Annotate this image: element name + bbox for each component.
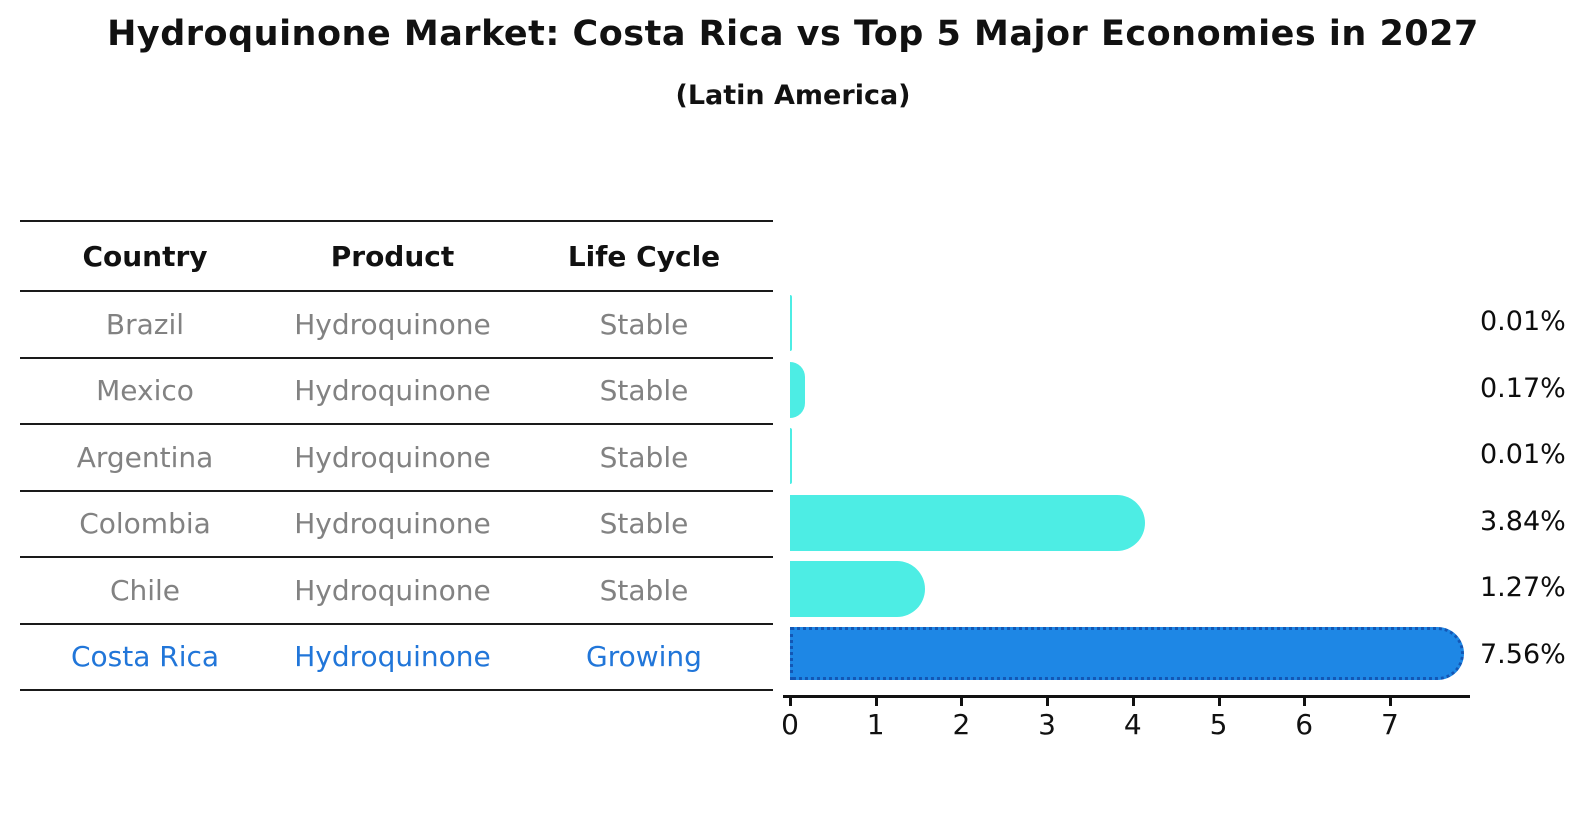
bar-argentina — [790, 428, 792, 484]
cell-product: Hydroquinone — [294, 640, 491, 674]
cell-country: Brazil — [105, 307, 185, 341]
table-row: Colombia Hydroquinone Stable — [20, 492, 773, 558]
cell-life-cycle: Stable — [599, 440, 689, 474]
bar-mexico — [790, 361, 805, 418]
cell-life-cycle: Growing — [586, 640, 702, 674]
x-axis-tick-label: 7 — [1380, 708, 1399, 741]
table-row: Argentina Hydroquinone Stable — [20, 425, 773, 492]
header-country: Country — [82, 239, 208, 273]
cell-country: Argentina — [76, 440, 214, 474]
x-axis-tick-label: 4 — [1123, 708, 1142, 741]
table-row: Mexico Hydroquinone Stable — [20, 359, 773, 425]
x-axis-tick — [1217, 697, 1221, 706]
cell-product: Hydroquinone — [294, 307, 491, 341]
cell-country: Mexico — [96, 374, 194, 408]
cell-country: Colombia — [79, 507, 211, 541]
x-axis-line — [783, 695, 1470, 698]
chart-subtitle: (Latin America) — [675, 80, 911, 111]
cell-country: Chile — [109, 573, 181, 607]
x-axis-tick-label: 5 — [1209, 708, 1228, 741]
cell-life-cycle: Stable — [599, 374, 689, 408]
cell-product: Hydroquinone — [294, 440, 491, 474]
cell-life-cycle: Stable — [599, 507, 689, 541]
table-row: Chile Hydroquinone Stable — [20, 558, 773, 625]
value-label: 0.01% — [1480, 439, 1566, 471]
x-axis-tick-label: 6 — [1295, 708, 1314, 741]
cell-life-cycle: Stable — [599, 307, 689, 341]
x-axis-tick — [789, 697, 792, 706]
table-header-row: Country Product Life Cycle — [20, 222, 773, 292]
x-axis-tick — [1131, 697, 1135, 706]
chart-title: Hydroquinone Market: Costa Rica vs Top 5… — [107, 14, 1479, 54]
cell-product: Hydroquinone — [294, 507, 491, 541]
value-label: 1.27% — [1480, 572, 1566, 604]
x-axis-tick — [1388, 697, 1392, 706]
table-row-highlighted: Costa Rica Hydroquinone Growing — [20, 625, 773, 691]
bar-brazil — [790, 295, 792, 351]
bar-colombia — [790, 494, 1146, 551]
value-label: 3.84% — [1480, 505, 1566, 537]
x-axis-tick-label: 3 — [1038, 708, 1056, 741]
header-product: Product — [330, 239, 455, 273]
cell-life-cycle: Stable — [599, 573, 689, 607]
table-row: Brazil Hydroquinone Stable — [20, 292, 773, 359]
cell-product: Hydroquinone — [294, 573, 491, 607]
x-axis-tick-label: 0 — [781, 708, 799, 741]
cell-product: Hydroquinone — [294, 374, 491, 408]
value-label: 0.17% — [1480, 372, 1566, 404]
cell-country: Costa Rica — [70, 640, 220, 674]
bar-chile — [790, 561, 925, 617]
x-axis-tick — [1303, 697, 1307, 706]
x-axis-tick — [1046, 697, 1050, 706]
x-axis-tick — [960, 697, 964, 706]
x-axis-tick-label: 1 — [866, 708, 885, 741]
country-table: Country Product Life Cycle Brazil Hydroq… — [20, 220, 773, 691]
header-life-cycle: Life Cycle — [567, 239, 721, 273]
x-axis-tick — [874, 697, 878, 706]
value-label: 7.56% — [1480, 638, 1566, 670]
value-label: 0.01% — [1480, 306, 1566, 338]
bar-costa-rica — [790, 626, 1464, 680]
x-axis-tick-label: 2 — [952, 708, 971, 741]
